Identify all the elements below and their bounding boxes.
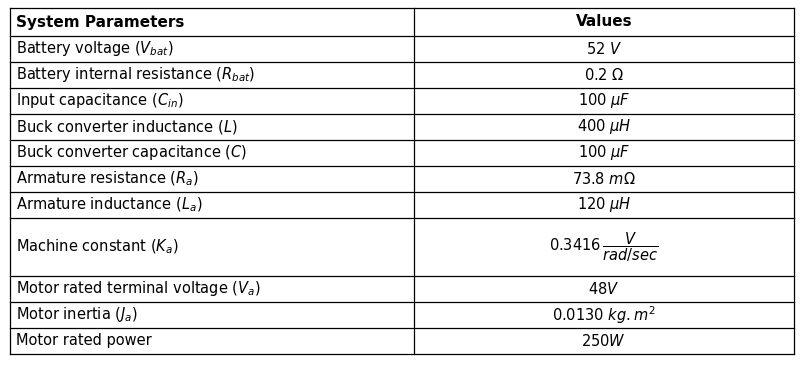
Text: 48$V$: 48$V$ bbox=[588, 281, 619, 297]
Text: 0.2 $\Omega$: 0.2 $\Omega$ bbox=[583, 67, 623, 83]
Text: 120 $\mu H$: 120 $\mu H$ bbox=[576, 196, 630, 215]
Text: Values: Values bbox=[575, 15, 631, 30]
Text: Motor rated terminal voltage ($V_{a}$): Motor rated terminal voltage ($V_{a}$) bbox=[16, 280, 260, 299]
Text: Buck converter capacitance ($C$): Buck converter capacitance ($C$) bbox=[16, 143, 247, 162]
Text: 100 $\mu F$: 100 $\mu F$ bbox=[577, 143, 630, 162]
Text: 400 $\mu H$: 400 $\mu H$ bbox=[576, 118, 630, 137]
Text: Battery internal resistance ($R_{bat}$): Battery internal resistance ($R_{bat}$) bbox=[16, 65, 255, 85]
Text: Battery voltage ($V_{bat}$): Battery voltage ($V_{bat}$) bbox=[16, 39, 173, 58]
Text: Machine constant ($K_{a}$): Machine constant ($K_{a}$) bbox=[16, 238, 178, 256]
Text: Armature inductance ($L_{a}$): Armature inductance ($L_{a}$) bbox=[16, 196, 202, 214]
Text: 52 $V$: 52 $V$ bbox=[585, 41, 622, 57]
Text: Buck converter inductance ($L$): Buck converter inductance ($L$) bbox=[16, 118, 238, 136]
Text: 0.0130 $kg.m^2$: 0.0130 $kg.m^2$ bbox=[552, 304, 654, 326]
Text: Input capacitance ($C_{in}$): Input capacitance ($C_{in}$) bbox=[16, 92, 183, 111]
Text: 73.8 $m\Omega$: 73.8 $m\Omega$ bbox=[572, 171, 635, 187]
Text: Motor rated power: Motor rated power bbox=[16, 334, 152, 349]
Text: Motor inertia ($J_{a}$): Motor inertia ($J_{a}$) bbox=[16, 306, 137, 324]
Text: 250$W$: 250$W$ bbox=[581, 333, 626, 349]
Text: Armature resistance ($R_{a}$): Armature resistance ($R_{a}$) bbox=[16, 170, 198, 188]
Text: System Parameters: System Parameters bbox=[16, 15, 184, 30]
Text: 100 $\mu F$: 100 $\mu F$ bbox=[577, 92, 630, 111]
Text: $\mathrm{0.3416}\,\dfrac{\mathit{V}}{\mathit{rad/sec}}$: $\mathrm{0.3416}\,\dfrac{\mathit{V}}{\ma… bbox=[548, 230, 658, 264]
